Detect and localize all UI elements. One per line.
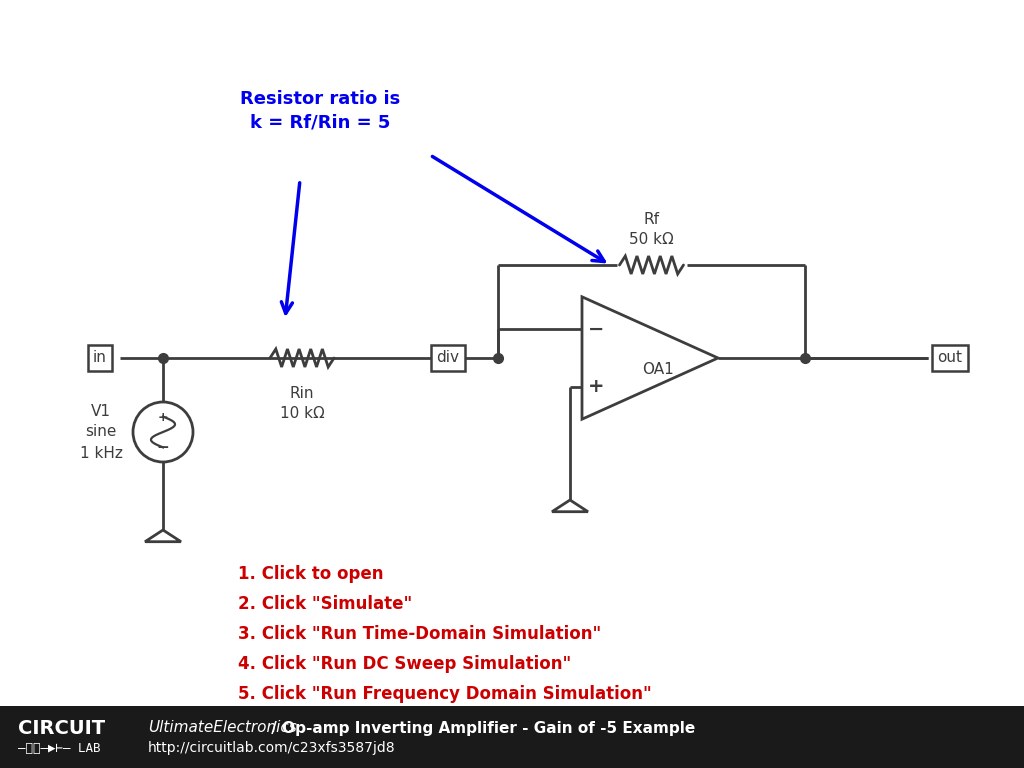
- Text: 3. Click "Run Time-Domain Simulation": 3. Click "Run Time-Domain Simulation": [238, 625, 601, 643]
- Text: in: in: [93, 350, 106, 366]
- Text: CIRCUIT: CIRCUIT: [18, 719, 105, 737]
- Text: +: +: [588, 377, 604, 396]
- Text: 1. Click to open: 1. Click to open: [238, 565, 384, 583]
- Text: 4. Click "Run DC Sweep Simulation": 4. Click "Run DC Sweep Simulation": [238, 655, 571, 673]
- Bar: [0, 706, 1024, 768]
- Text: Rin
10 kΩ: Rin 10 kΩ: [280, 386, 325, 421]
- Text: OA1: OA1: [642, 362, 674, 378]
- Text: Rf
50 kΩ: Rf 50 kΩ: [629, 212, 674, 247]
- Text: −: −: [588, 320, 604, 339]
- Text: div: div: [436, 350, 460, 366]
- Text: UltimateElectronics: UltimateElectronics: [148, 720, 297, 736]
- Text: ―∿∿―▶⊢― LAB: ―∿∿―▶⊢― LAB: [18, 741, 100, 754]
- Text: http://circuitlab.com/c23xfs3587jd8: http://circuitlab.com/c23xfs3587jd8: [148, 741, 395, 755]
- Text: +: +: [158, 411, 168, 424]
- Text: Resistor ratio is
k = Rf/Rin = 5: Resistor ratio is k = Rf/Rin = 5: [240, 90, 400, 131]
- Text: 5. Click "Run Frequency Domain Simulation": 5. Click "Run Frequency Domain Simulatio…: [238, 685, 651, 703]
- Text: V1
sine
1 kHz: V1 sine 1 kHz: [80, 403, 123, 461]
- Text: / Op-amp Inverting Amplifier - Gain of -5 Example: / Op-amp Inverting Amplifier - Gain of -…: [266, 720, 695, 736]
- Text: out: out: [938, 350, 963, 366]
- Text: 2. Click "Simulate": 2. Click "Simulate": [238, 595, 413, 613]
- Text: −: −: [157, 440, 169, 455]
